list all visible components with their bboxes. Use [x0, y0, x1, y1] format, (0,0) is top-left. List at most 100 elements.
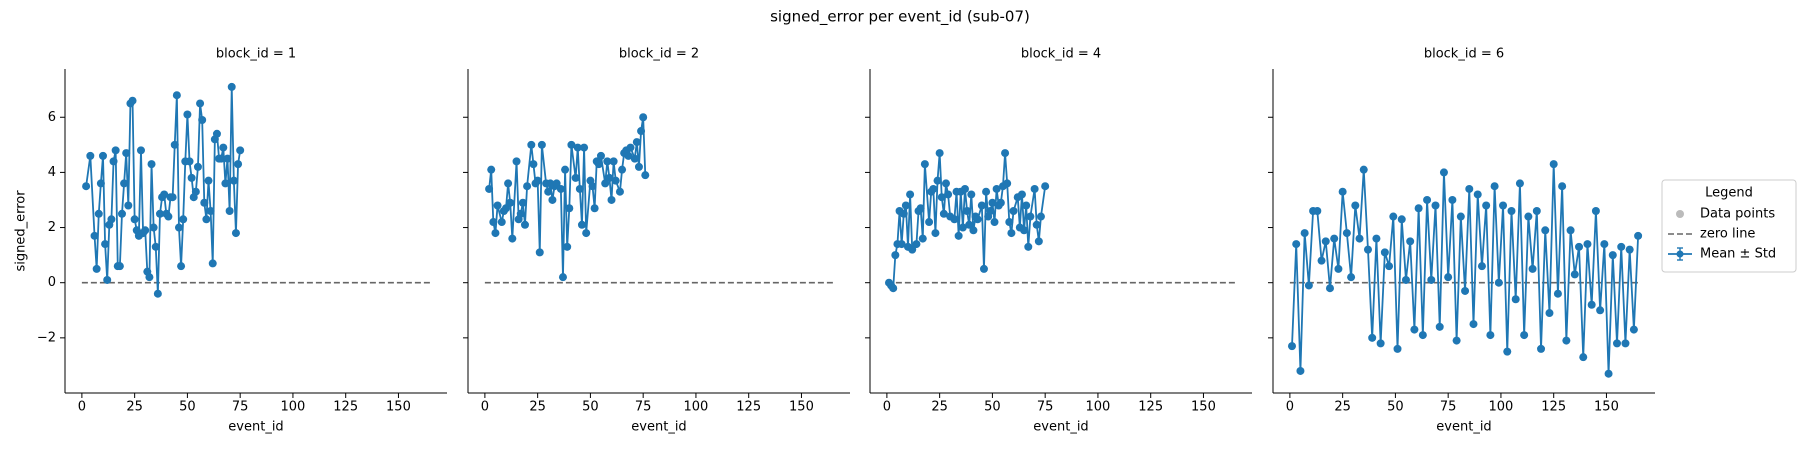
- point: [489, 218, 498, 227]
- legend: Legend Data points zero line Mean ± Std: [1661, 179, 1797, 273]
- point: [611, 176, 620, 185]
- point: [1313, 207, 1322, 216]
- point: [1009, 207, 1018, 216]
- point: [98, 151, 107, 160]
- point: [977, 201, 986, 210]
- point: [571, 173, 580, 182]
- point: [518, 198, 527, 207]
- point: [1325, 284, 1334, 293]
- point: [1414, 204, 1423, 213]
- point: [1507, 207, 1516, 216]
- x-tick-label: 150: [1191, 400, 1216, 415]
- point: [965, 220, 974, 229]
- point: [920, 160, 929, 169]
- point: [1410, 325, 1419, 334]
- point: [950, 215, 959, 224]
- point: [1558, 182, 1567, 191]
- point: [982, 187, 991, 196]
- point: [1490, 182, 1499, 191]
- point: [200, 198, 209, 207]
- point: [1007, 229, 1016, 238]
- point: [508, 234, 517, 243]
- point: [130, 215, 139, 224]
- point: [941, 179, 950, 188]
- point: [185, 157, 194, 166]
- point: [596, 151, 605, 160]
- point: [944, 190, 953, 199]
- point: [996, 198, 1005, 207]
- point: [1300, 229, 1309, 238]
- point: [1604, 369, 1613, 378]
- point: [1503, 347, 1512, 356]
- point: [1444, 273, 1453, 282]
- point: [217, 154, 226, 163]
- point: [1296, 366, 1305, 375]
- x-axis-label: event_id: [228, 420, 283, 435]
- point: [1625, 245, 1634, 254]
- point: [168, 193, 177, 202]
- point: [1591, 207, 1600, 216]
- point: [1499, 201, 1508, 210]
- point: [1579, 353, 1588, 362]
- point: [906, 190, 915, 199]
- point: [1397, 215, 1406, 224]
- point: [1001, 149, 1010, 158]
- series-line: [888, 153, 1047, 291]
- point: [145, 273, 154, 282]
- point: [497, 218, 506, 227]
- point: [1629, 325, 1638, 334]
- x-tick-label: 0: [481, 400, 489, 415]
- point: [1570, 270, 1579, 279]
- point: [128, 96, 137, 105]
- point: [179, 215, 188, 224]
- point: [231, 229, 240, 238]
- point: [1583, 240, 1592, 249]
- x-tick-label: 75: [1440, 400, 1457, 415]
- point: [1317, 256, 1326, 265]
- point: [1511, 295, 1520, 304]
- point: [1452, 336, 1461, 345]
- point: [630, 154, 639, 163]
- point: [618, 165, 627, 174]
- point: [234, 160, 243, 169]
- point: [601, 179, 610, 188]
- point: [1026, 212, 1035, 221]
- y-tick-label: 0: [48, 275, 56, 290]
- point: [963, 207, 972, 216]
- point: [122, 149, 131, 158]
- point: [1024, 242, 1033, 251]
- point: [193, 162, 202, 171]
- point: [603, 157, 612, 166]
- point: [86, 151, 95, 160]
- point: [219, 143, 228, 152]
- point: [1418, 331, 1427, 340]
- point: [1406, 237, 1415, 246]
- point: [1003, 179, 1012, 188]
- point: [1608, 251, 1617, 260]
- point: [1423, 195, 1432, 204]
- point: [565, 204, 574, 213]
- x-tick-label: 150: [789, 400, 814, 415]
- point: [1030, 184, 1039, 193]
- point: [1456, 212, 1465, 221]
- point: [1330, 234, 1339, 243]
- x-tick-label: 50: [582, 400, 599, 415]
- point: [504, 179, 513, 188]
- point: [1359, 165, 1368, 174]
- x-tick-label: 100: [1489, 400, 1514, 415]
- point: [1621, 339, 1630, 348]
- point: [609, 157, 618, 166]
- point: [172, 91, 181, 100]
- point: [958, 223, 967, 232]
- point: [109, 157, 118, 166]
- point: [1587, 300, 1596, 309]
- x-tick-label: 25: [931, 400, 948, 415]
- point: [1617, 242, 1626, 251]
- point: [889, 284, 898, 293]
- point: [141, 226, 150, 235]
- x-tick-label: 50: [984, 400, 1001, 415]
- point: [527, 140, 536, 149]
- point: [1524, 212, 1533, 221]
- point: [548, 195, 557, 204]
